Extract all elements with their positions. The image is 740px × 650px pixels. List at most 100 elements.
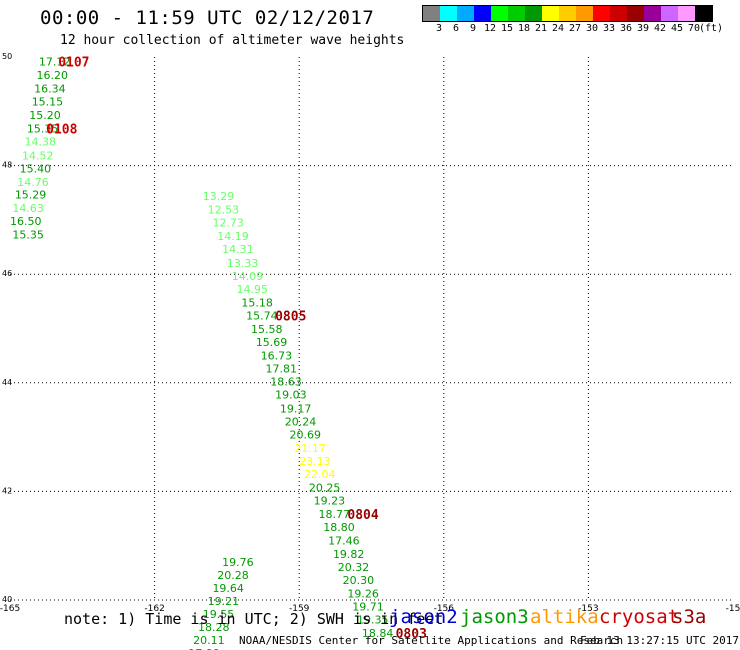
- legend-label: 30: [585, 23, 599, 34]
- legend-swatch: [440, 6, 457, 21]
- legend-swatch: [610, 6, 627, 21]
- legend-swatch: [491, 6, 508, 21]
- satellite-label: jason3: [460, 606, 529, 628]
- legend-swatch: [627, 6, 644, 21]
- wave-height-value: 15.15: [32, 96, 64, 109]
- wave-height-value: 14.95: [237, 283, 268, 296]
- wave-height-value: 14.09: [232, 270, 264, 283]
- generated-timestamp: Feb 13 13:27:15 UTC 2017: [580, 634, 739, 647]
- legend-swatch: [542, 6, 559, 21]
- lat-tick-label: 50: [2, 52, 12, 61]
- wave-height-value: 19.26: [347, 587, 379, 600]
- lon-tick-label: -159: [289, 604, 310, 614]
- legend-swatch: [474, 6, 491, 21]
- lon-tick-label: -156: [434, 604, 455, 614]
- legend-label: 70: [687, 23, 701, 34]
- wave-height-value: 18.77: [318, 508, 350, 521]
- page-title: 00:00 - 11:59 UTC 02/12/2017: [40, 7, 375, 29]
- pass-time-label: 0108: [46, 123, 77, 138]
- lon-tick-label: -165: [0, 604, 20, 614]
- legend-label: 15: [500, 23, 514, 34]
- legend-swatch: [644, 6, 661, 21]
- lon-tick-label: -15: [726, 604, 740, 614]
- wave-height-value: 19.82: [333, 548, 365, 561]
- legend-label: 21: [534, 23, 548, 34]
- wave-height-value: 19.55: [203, 608, 235, 621]
- wave-height-value: 18.28: [198, 621, 230, 634]
- legend-swatch: [661, 6, 678, 21]
- legend-label: 12: [483, 23, 497, 34]
- wave-height-value: 22.04: [304, 468, 336, 481]
- wave-height-value: 15.69: [256, 336, 288, 349]
- legend-swatch: [457, 6, 474, 21]
- wave-height-value: 16.50: [10, 215, 42, 228]
- wave-height-value: 17.81: [265, 363, 297, 376]
- credit-line: NOAA/NESDIS Center for Satellite Applica…: [239, 634, 624, 647]
- wave-height-value: 16.73: [261, 350, 293, 363]
- satellite-label: altika: [530, 606, 599, 628]
- lat-tick-label: 48: [2, 161, 12, 170]
- legend-swatch: [508, 6, 525, 21]
- wave-height-value: 15.74: [246, 309, 278, 322]
- wave-height-value: 19.76: [222, 556, 254, 569]
- wave-height-value: 14.31: [222, 243, 254, 256]
- wave-height-value: 20.32: [338, 561, 370, 574]
- wave-height-value: 14.52: [22, 149, 54, 162]
- wave-height-value: 14.19: [217, 230, 249, 243]
- legend-label: 33: [602, 23, 616, 34]
- legend-label: 36: [619, 23, 633, 34]
- wave-height-value: 14.38: [24, 136, 56, 149]
- wave-height-value: 14.76: [17, 176, 49, 189]
- wave-height-value: 18.80: [323, 521, 355, 534]
- wave-height-value: 16.20: [37, 69, 68, 82]
- wave-height-value: 18.84: [362, 627, 394, 640]
- wave-height-value: 20.28: [217, 569, 249, 582]
- pass-time-label: 0107: [58, 55, 89, 70]
- legend-label: (ft): [698, 23, 724, 34]
- legend-label: 6: [452, 23, 460, 34]
- legend-swatch: [576, 6, 593, 21]
- wave-height-value: 20.30: [343, 574, 375, 587]
- page-subtitle: 12 hour collection of altimeter wave hei…: [60, 33, 405, 48]
- legend-swatch: [678, 6, 695, 21]
- wave-height-value: 18.63: [270, 376, 302, 389]
- wave-height-value: 19.64: [212, 582, 244, 595]
- wave-height-value: 14.63: [12, 202, 44, 215]
- wave-height-value: 20.25: [309, 482, 341, 495]
- legend-swatch: [525, 6, 542, 21]
- lat-tick-label: 42: [2, 486, 12, 495]
- wave-height-value: 15.58: [251, 323, 283, 336]
- legend-swatch: [423, 6, 440, 21]
- pass-time-label: 0803: [396, 627, 427, 642]
- wave-height-value: 17.46: [328, 534, 360, 547]
- wave-height-value: 23.13: [299, 455, 331, 468]
- legend-label: 42: [653, 23, 667, 34]
- wave-height-value: 15.20: [29, 109, 60, 122]
- wave-height-value: 19.17: [280, 402, 312, 415]
- wave-height-value: 19.03: [275, 389, 307, 402]
- wave-height-value: 15.29: [15, 188, 47, 201]
- wave-height-value: 19.23: [314, 495, 346, 508]
- footer-note: note: 1) Time is in UTC; 2) SWH is in fe…: [64, 610, 444, 628]
- wave-height-value: 15.35: [12, 229, 44, 242]
- legend-swatch: [559, 6, 576, 21]
- wave-height-value: 15.18: [241, 296, 272, 309]
- wave-height-value: 13.29: [203, 190, 235, 203]
- legend-label: 18: [517, 23, 531, 34]
- wave-height-value: 19.21: [208, 595, 240, 608]
- legend-label: 45: [670, 23, 684, 34]
- lon-tick-label: -153: [578, 604, 598, 614]
- pass-time-label: 0805: [275, 309, 306, 324]
- pass-time-label: 0804: [347, 508, 378, 523]
- wave-height-value: 17.12: [39, 55, 71, 68]
- lat-tick-label: 44: [2, 378, 12, 387]
- wave-height-value: 19.71: [352, 601, 384, 614]
- legend-label: 27: [568, 23, 582, 34]
- legend-swatch: [593, 6, 610, 21]
- legend-label: 9: [469, 23, 477, 34]
- wave-height-value: 20.69: [290, 428, 322, 441]
- legend-label: 24: [551, 23, 565, 34]
- satellite-label: cryosat: [599, 606, 680, 628]
- legend-swatch: [695, 6, 712, 21]
